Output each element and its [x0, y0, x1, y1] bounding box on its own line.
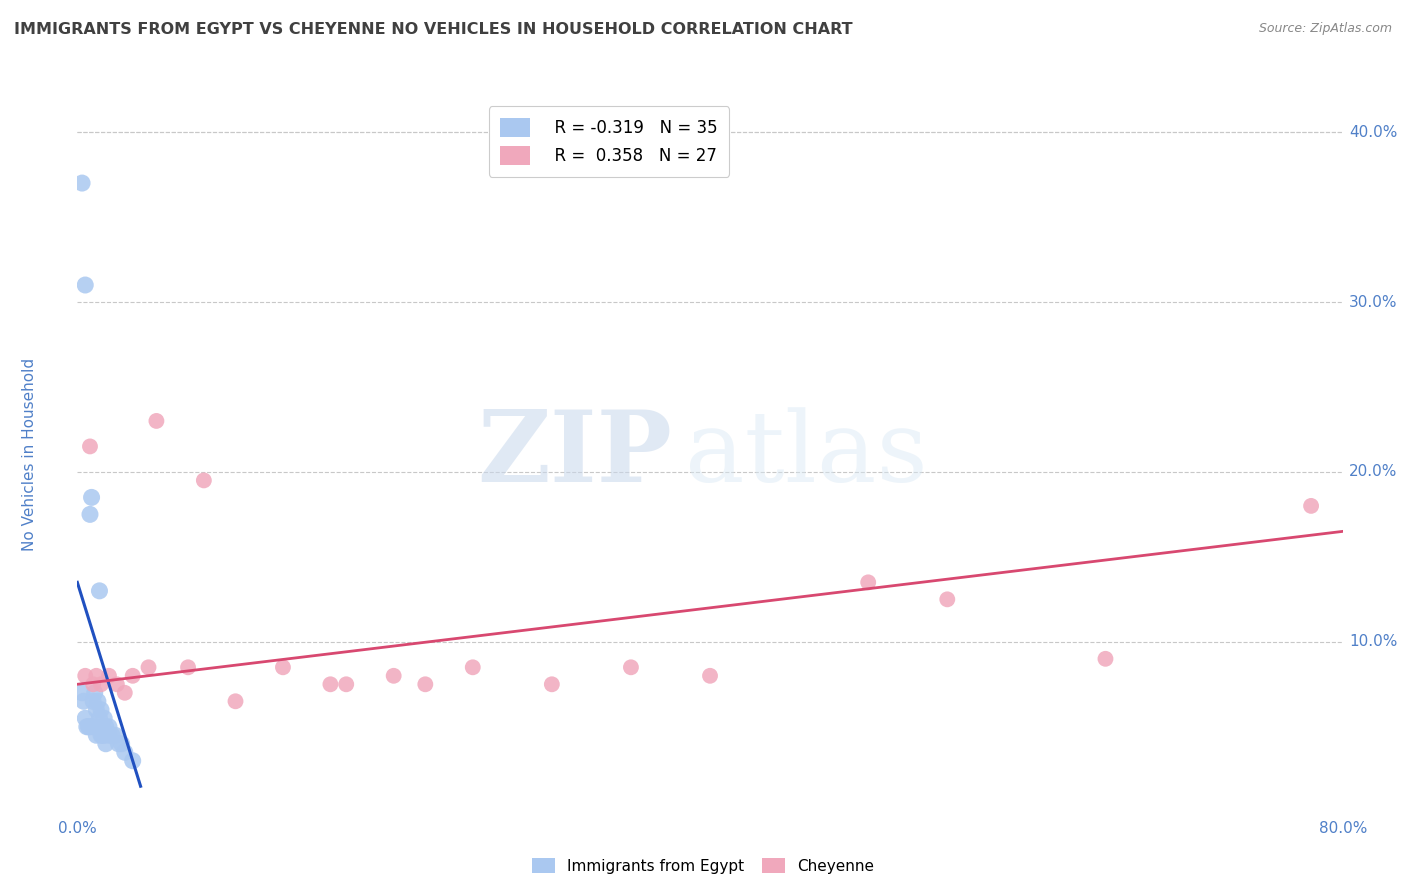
- Point: [98, 720, 120, 734]
- Point: [83, 686, 105, 700]
- Point: [86, 669, 108, 683]
- Point: [225, 694, 247, 708]
- Point: [541, 677, 564, 691]
- Text: No Vehicles in Household: No Vehicles in Household: [21, 359, 37, 551]
- Point: [79, 508, 101, 522]
- Point: [114, 686, 136, 700]
- Point: [94, 737, 117, 751]
- Point: [319, 677, 342, 691]
- Legend:   R = -0.319   N = 35,   R =  0.358   N = 27: R = -0.319 N = 35, R = 0.358 N = 27: [489, 106, 728, 177]
- Text: Source: ZipAtlas.com: Source: ZipAtlas.com: [1258, 22, 1392, 36]
- Text: IMMIGRANTS FROM EGYPT VS CHEYENNE NO VEHICLES IN HOUSEHOLD CORRELATION CHART: IMMIGRANTS FROM EGYPT VS CHEYENNE NO VEH…: [14, 22, 852, 37]
- Point: [138, 660, 160, 674]
- Point: [79, 439, 101, 453]
- Point: [193, 474, 215, 488]
- Point: [114, 745, 136, 759]
- Point: [858, 575, 880, 590]
- Point: [461, 660, 484, 674]
- Point: [415, 677, 437, 691]
- Point: [382, 669, 405, 683]
- Point: [82, 720, 104, 734]
- Point: [936, 592, 959, 607]
- Point: [82, 677, 104, 691]
- Point: [121, 754, 143, 768]
- Point: [145, 414, 167, 428]
- Point: [93, 711, 115, 725]
- Point: [75, 278, 97, 293]
- Point: [86, 728, 108, 742]
- Point: [699, 669, 721, 683]
- Text: 40.0%: 40.0%: [1348, 125, 1398, 140]
- Point: [80, 491, 103, 505]
- Point: [94, 720, 117, 734]
- Point: [79, 720, 101, 734]
- Point: [70, 686, 93, 700]
- Point: [86, 703, 108, 717]
- Point: [104, 728, 127, 742]
- Point: [101, 728, 124, 742]
- Legend: Immigrants from Egypt, Cheyenne: Immigrants from Egypt, Cheyenne: [526, 852, 880, 880]
- Text: ZIP: ZIP: [477, 407, 672, 503]
- Point: [121, 669, 143, 683]
- Point: [73, 694, 96, 708]
- Text: 10.0%: 10.0%: [1348, 634, 1398, 649]
- Point: [89, 711, 111, 725]
- Point: [91, 720, 114, 734]
- Point: [83, 720, 105, 734]
- Point: [98, 728, 120, 742]
- Point: [335, 677, 357, 691]
- Text: atlas: atlas: [685, 407, 928, 503]
- Point: [75, 711, 97, 725]
- Point: [90, 677, 112, 691]
- Point: [107, 737, 129, 751]
- Point: [620, 660, 643, 674]
- Point: [105, 677, 128, 691]
- Text: 30.0%: 30.0%: [1348, 294, 1398, 310]
- Point: [98, 669, 120, 683]
- Point: [90, 703, 112, 717]
- Point: [77, 720, 100, 734]
- Point: [90, 728, 112, 742]
- Point: [70, 176, 93, 190]
- Point: [1301, 499, 1323, 513]
- Point: [1094, 652, 1116, 666]
- Point: [111, 737, 132, 751]
- Point: [93, 728, 115, 742]
- Point: [271, 660, 294, 674]
- Point: [89, 583, 111, 598]
- Point: [75, 669, 97, 683]
- Text: 20.0%: 20.0%: [1348, 465, 1398, 479]
- Point: [177, 660, 200, 674]
- Point: [91, 728, 114, 742]
- Point: [82, 694, 104, 708]
- Point: [76, 720, 98, 734]
- Point: [87, 694, 110, 708]
